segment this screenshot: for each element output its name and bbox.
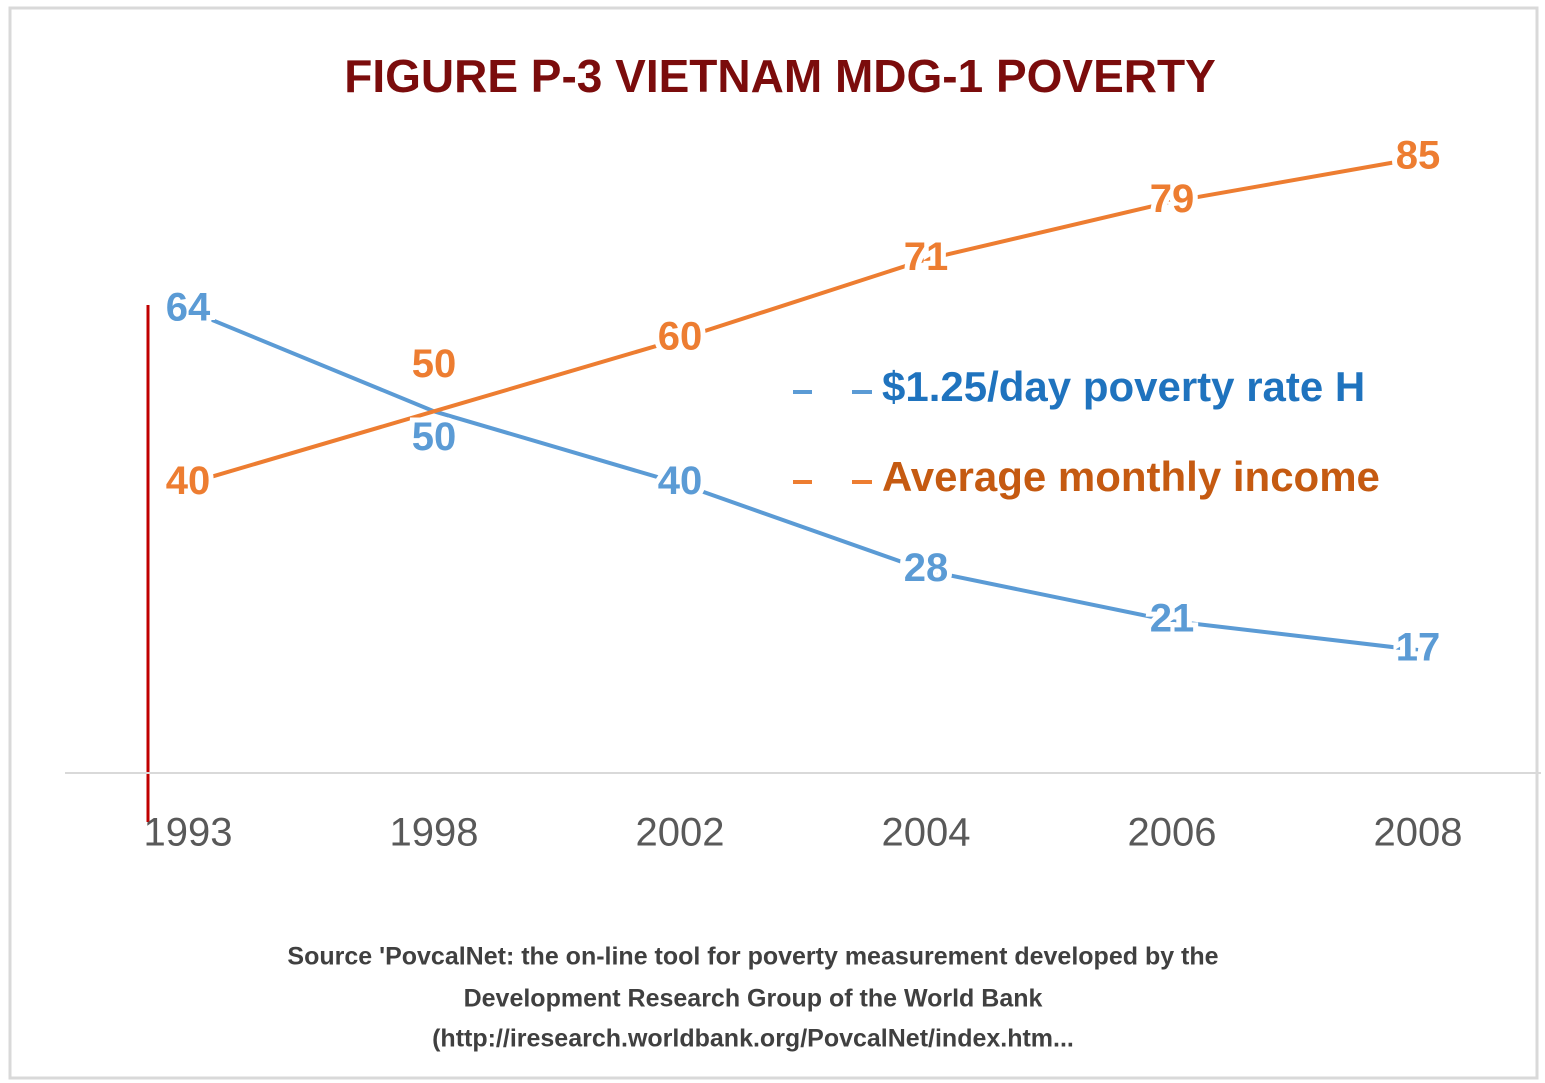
data-label: 71 [904, 235, 949, 279]
data-label: 79 [1150, 177, 1195, 221]
data-label: 50 [412, 342, 457, 386]
legend-label: $1.25/day poverty rate H [882, 363, 1365, 410]
series-line [187, 308, 1419, 653]
x-tick-label: 1993 [144, 811, 233, 855]
x-tick-label: 2002 [636, 811, 725, 855]
source-note: (http://iresearch.worldbank.org/PovcalNe… [432, 1025, 1074, 1053]
legend-label: Average monthly income [882, 453, 1380, 500]
chart-title: FIGURE P-3 VIETNAM MDG-1 POVERTY [344, 50, 1216, 102]
data-label: 64 [166, 286, 211, 330]
data-label: 50 [412, 415, 457, 459]
data-label: 40 [166, 459, 211, 503]
series-line [187, 156, 1419, 486]
data-label: 60 [658, 315, 703, 359]
source-note: Source 'PovcalNet: the on-line tool for … [287, 943, 1218, 971]
data-label: 40 [658, 459, 703, 503]
x-tick-label: 1998 [390, 811, 479, 855]
source-note: Development Research Group of the World … [464, 985, 1043, 1013]
x-tick-label: 2008 [1374, 811, 1463, 855]
chart-frame [8, 6, 1539, 1080]
data-label: 28 [904, 546, 949, 590]
data-label: 21 [1150, 597, 1195, 641]
data-label: 85 [1396, 134, 1441, 178]
x-tick-label: 2006 [1128, 811, 1217, 855]
x-tick-label: 2004 [882, 811, 971, 855]
data-label: 17 [1396, 626, 1441, 670]
